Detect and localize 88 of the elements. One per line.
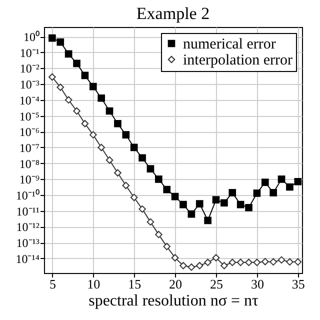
point [228,189,236,196]
point [114,169,122,177]
point [253,258,261,266]
x-tick-label: 5 [49,276,56,292]
point [56,84,64,91]
point [81,72,89,80]
point [56,38,64,46]
point [196,200,204,208]
legend-label: numerical error [183,36,276,52]
y-tick-label: 10⁻⁹ [19,172,40,187]
point [146,165,154,172]
point [155,230,162,238]
point [146,218,154,226]
point [278,256,286,264]
point [228,258,236,266]
point [261,178,269,186]
point [138,205,146,213]
point [138,154,146,162]
y-tick-label: 10⁻⁵ [19,109,40,124]
point [286,258,294,266]
point [73,107,80,115]
point [204,258,212,266]
y-tick-label: 10⁻² [20,62,40,76]
y-tick-label: 10⁻¹ [20,46,40,60]
point [180,262,187,270]
point [89,131,97,138]
point [278,176,286,183]
point [253,190,261,197]
point [98,144,105,152]
point [89,82,97,90]
point [261,258,269,266]
chart-title: Example 2 [136,4,210,23]
point [122,182,130,190]
y-tick-label: 10⁻¹² [16,220,40,234]
y-tick-label: 10⁻¹⁴ [16,252,40,266]
x-tick-label: 25 [210,276,223,292]
point [130,144,138,152]
point [130,194,138,202]
x-tick-label: 35 [292,276,305,292]
point [245,258,252,266]
y-tick-label: 10⁻⁷ [19,140,40,155]
point [171,254,179,262]
x-tick-label: 10 [87,276,100,292]
point [106,156,114,164]
x-tick-label: 15 [128,276,142,292]
point [155,176,162,183]
point [245,204,252,212]
point [294,258,302,266]
point [73,60,80,68]
y-tick-label: 10⁻¹¹ [16,204,40,218]
point [171,192,179,200]
point [212,254,220,262]
x-tick-label: 20 [169,276,182,292]
point [163,186,171,194]
y-tick-label: 10⁻³ [20,78,40,92]
point [81,120,89,128]
point [48,34,56,42]
point [122,131,130,138]
point [64,96,72,104]
point [163,242,171,250]
point [64,50,72,58]
point [188,210,196,218]
point [48,73,56,81]
point [286,183,294,191]
point [180,200,187,208]
point [196,262,204,270]
point [236,200,244,208]
point [236,258,244,266]
y-tick-label: 10⁻¹⁰ [16,188,40,203]
point [220,199,228,207]
point [270,258,277,266]
y-tick-label: 10⁻¹³ [16,236,40,250]
point [98,94,105,102]
y-tick-label: 10⁰ [24,30,40,44]
x-axis-title: spectral resolution nσ = nτ [88,292,259,310]
point [114,120,122,128]
point [294,178,302,186]
point [212,196,220,204]
y-tick-label: 10⁻⁴ [19,93,40,108]
y-tick-label: 10⁻⁶ [19,125,40,140]
point [188,264,196,271]
x-tick-label: 30 [250,276,264,292]
point [204,216,212,224]
point [220,262,228,270]
point [270,189,277,196]
y-tick-label: 10⁻⁸ [19,156,40,171]
point [106,107,114,115]
legend-label: interpolation error [183,52,293,68]
